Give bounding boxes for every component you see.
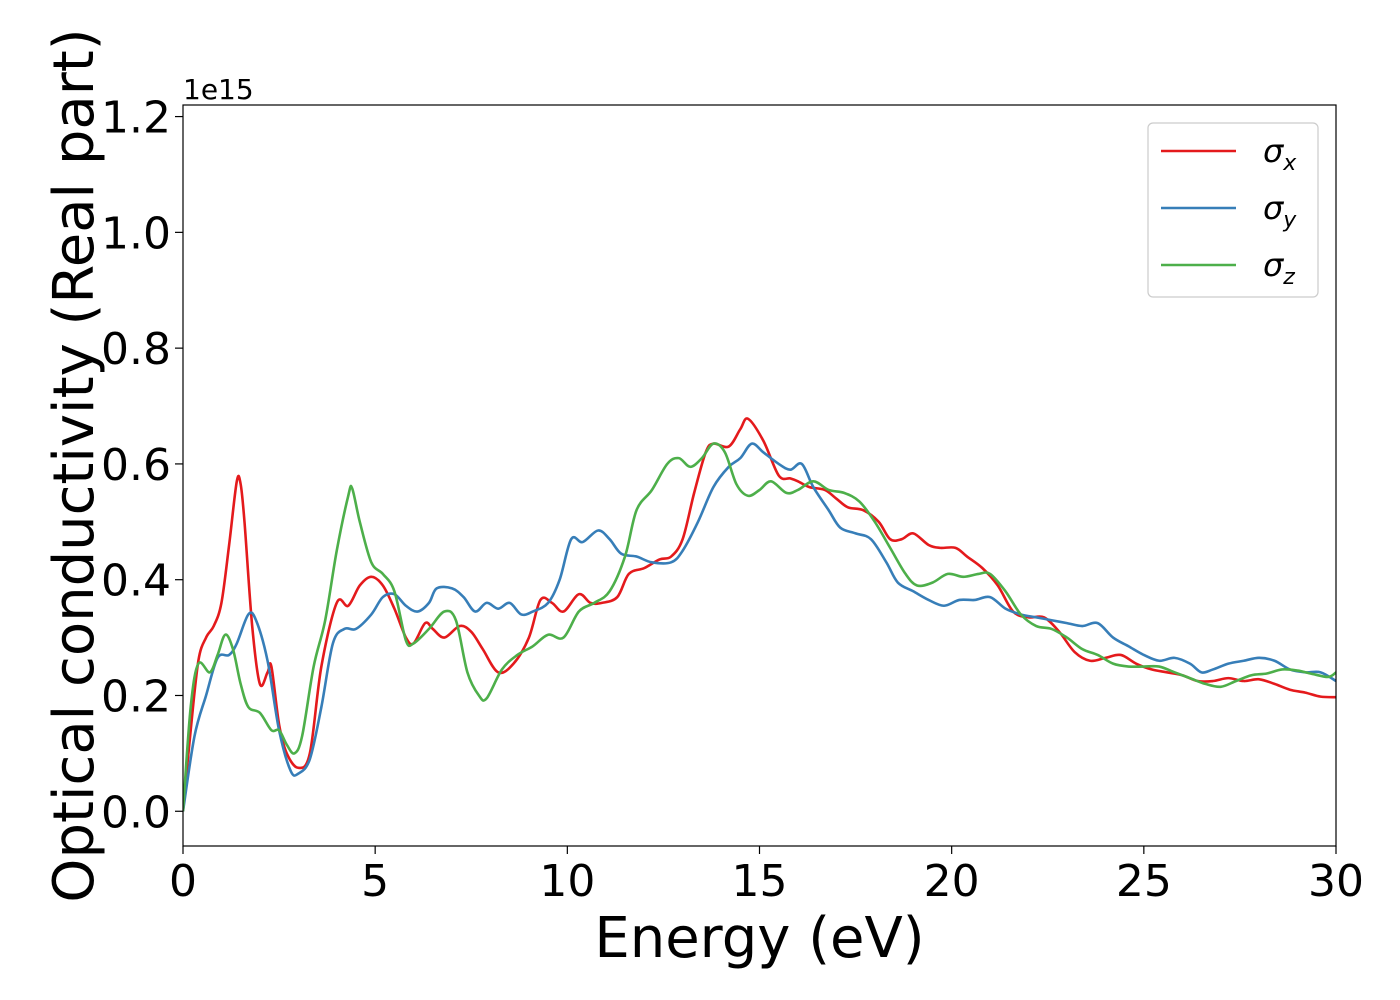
x-tick-label: 30 [1308,856,1364,907]
y-tick-label: 0.4 [101,556,171,607]
legend: σx σy σz [1147,122,1319,298]
y-axis: 0.0 0.2 0.4 0.6 0.8 1.0 1.2 [101,93,183,838]
x-axis-title: Energy (eV) [594,906,924,971]
series-layer [183,417,1336,812]
x-tick-label: 0 [169,856,197,907]
y-tick-label: 1.2 [101,93,171,144]
series-line-x [183,417,1336,812]
legend-label: σy [1263,189,1297,233]
y-axis-title: Optical conductivity (Real part) [42,28,107,902]
legend-label: σx [1263,132,1297,176]
y-tick-label: 0.0 [101,787,171,838]
series-line-z [183,442,1336,812]
legend-box [1147,122,1319,298]
y-tick-label: 0.8 [101,324,171,375]
x-tick-label: 10 [539,856,595,907]
x-tick-label: 15 [732,856,788,907]
x-tick-label: 20 [924,856,980,907]
y-tick-label: 1.0 [101,208,171,259]
x-axis: 0 5 10 15 20 25 30 [169,846,1364,907]
legend-label: σz [1263,246,1295,290]
x-tick-label: 5 [361,856,389,907]
x-tick-label: 25 [1116,856,1172,907]
y-offset-label: 1e15 [183,73,254,106]
y-tick-label: 0.6 [101,440,171,491]
series-line-y [183,442,1336,812]
y-tick-label: 0.2 [101,671,171,722]
